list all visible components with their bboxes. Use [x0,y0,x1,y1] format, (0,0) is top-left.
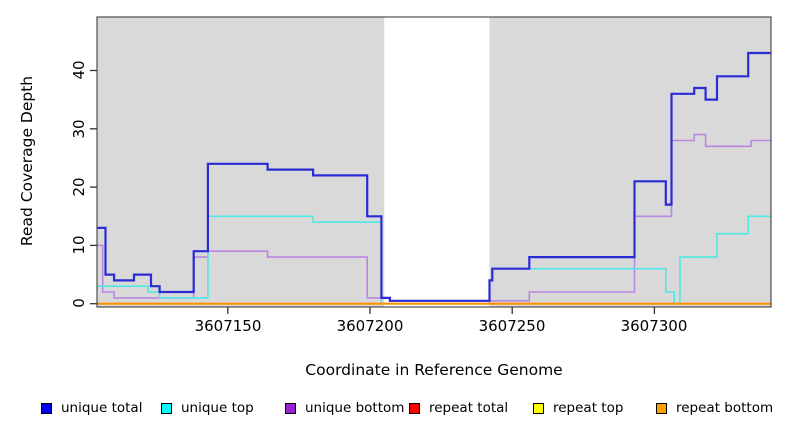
x-tick-label-3607150: 3607150 [194,317,262,335]
legend-item-unique-bottom: unique bottom [285,398,404,418]
repeat-top-swatch-icon [533,402,544,414]
repeat-total-swatch-icon [409,402,420,414]
unique-top-swatch-icon [161,402,172,414]
legend-item-repeat-bottom: repeat bottom [656,398,773,418]
y-tick-label-40: 40 [70,60,88,80]
x-axis-label: Coordinate in Reference Genome [305,361,563,379]
legend-item-unique-total: unique total [41,398,142,418]
y-tick-label-10: 10 [70,235,88,255]
legend-label: unique bottom [305,400,405,416]
y-axis-label: Read Coverage Depth [18,75,36,247]
legend-item-repeat-top: repeat top [533,398,623,418]
y-tick-label-0: 0 [70,298,88,308]
repeat-bottom-swatch-icon [656,402,667,414]
legend-label: repeat top [553,400,624,416]
legend-label: unique total [61,400,143,416]
y-tick-label-30: 30 [70,119,88,139]
legend-item-unique-top: unique top [161,398,254,418]
unique-total-swatch-icon [41,402,52,414]
x-tick-label-3607200: 3607200 [336,317,404,335]
x-tick-label-3607250: 3607250 [478,317,546,335]
legend-label: unique top [181,400,254,416]
y-tick-label-20: 20 [70,177,88,197]
legend-label: repeat bottom [676,400,774,416]
series-unique-total [97,51,771,302]
x-tick-label-3607300: 3607300 [620,317,688,335]
unique-bottom-swatch-icon [285,402,296,414]
legend-item-repeat-total: repeat total [409,398,508,418]
legend-label: repeat total [429,400,509,416]
legend: unique total unique top unique bottom re… [0,398,792,422]
